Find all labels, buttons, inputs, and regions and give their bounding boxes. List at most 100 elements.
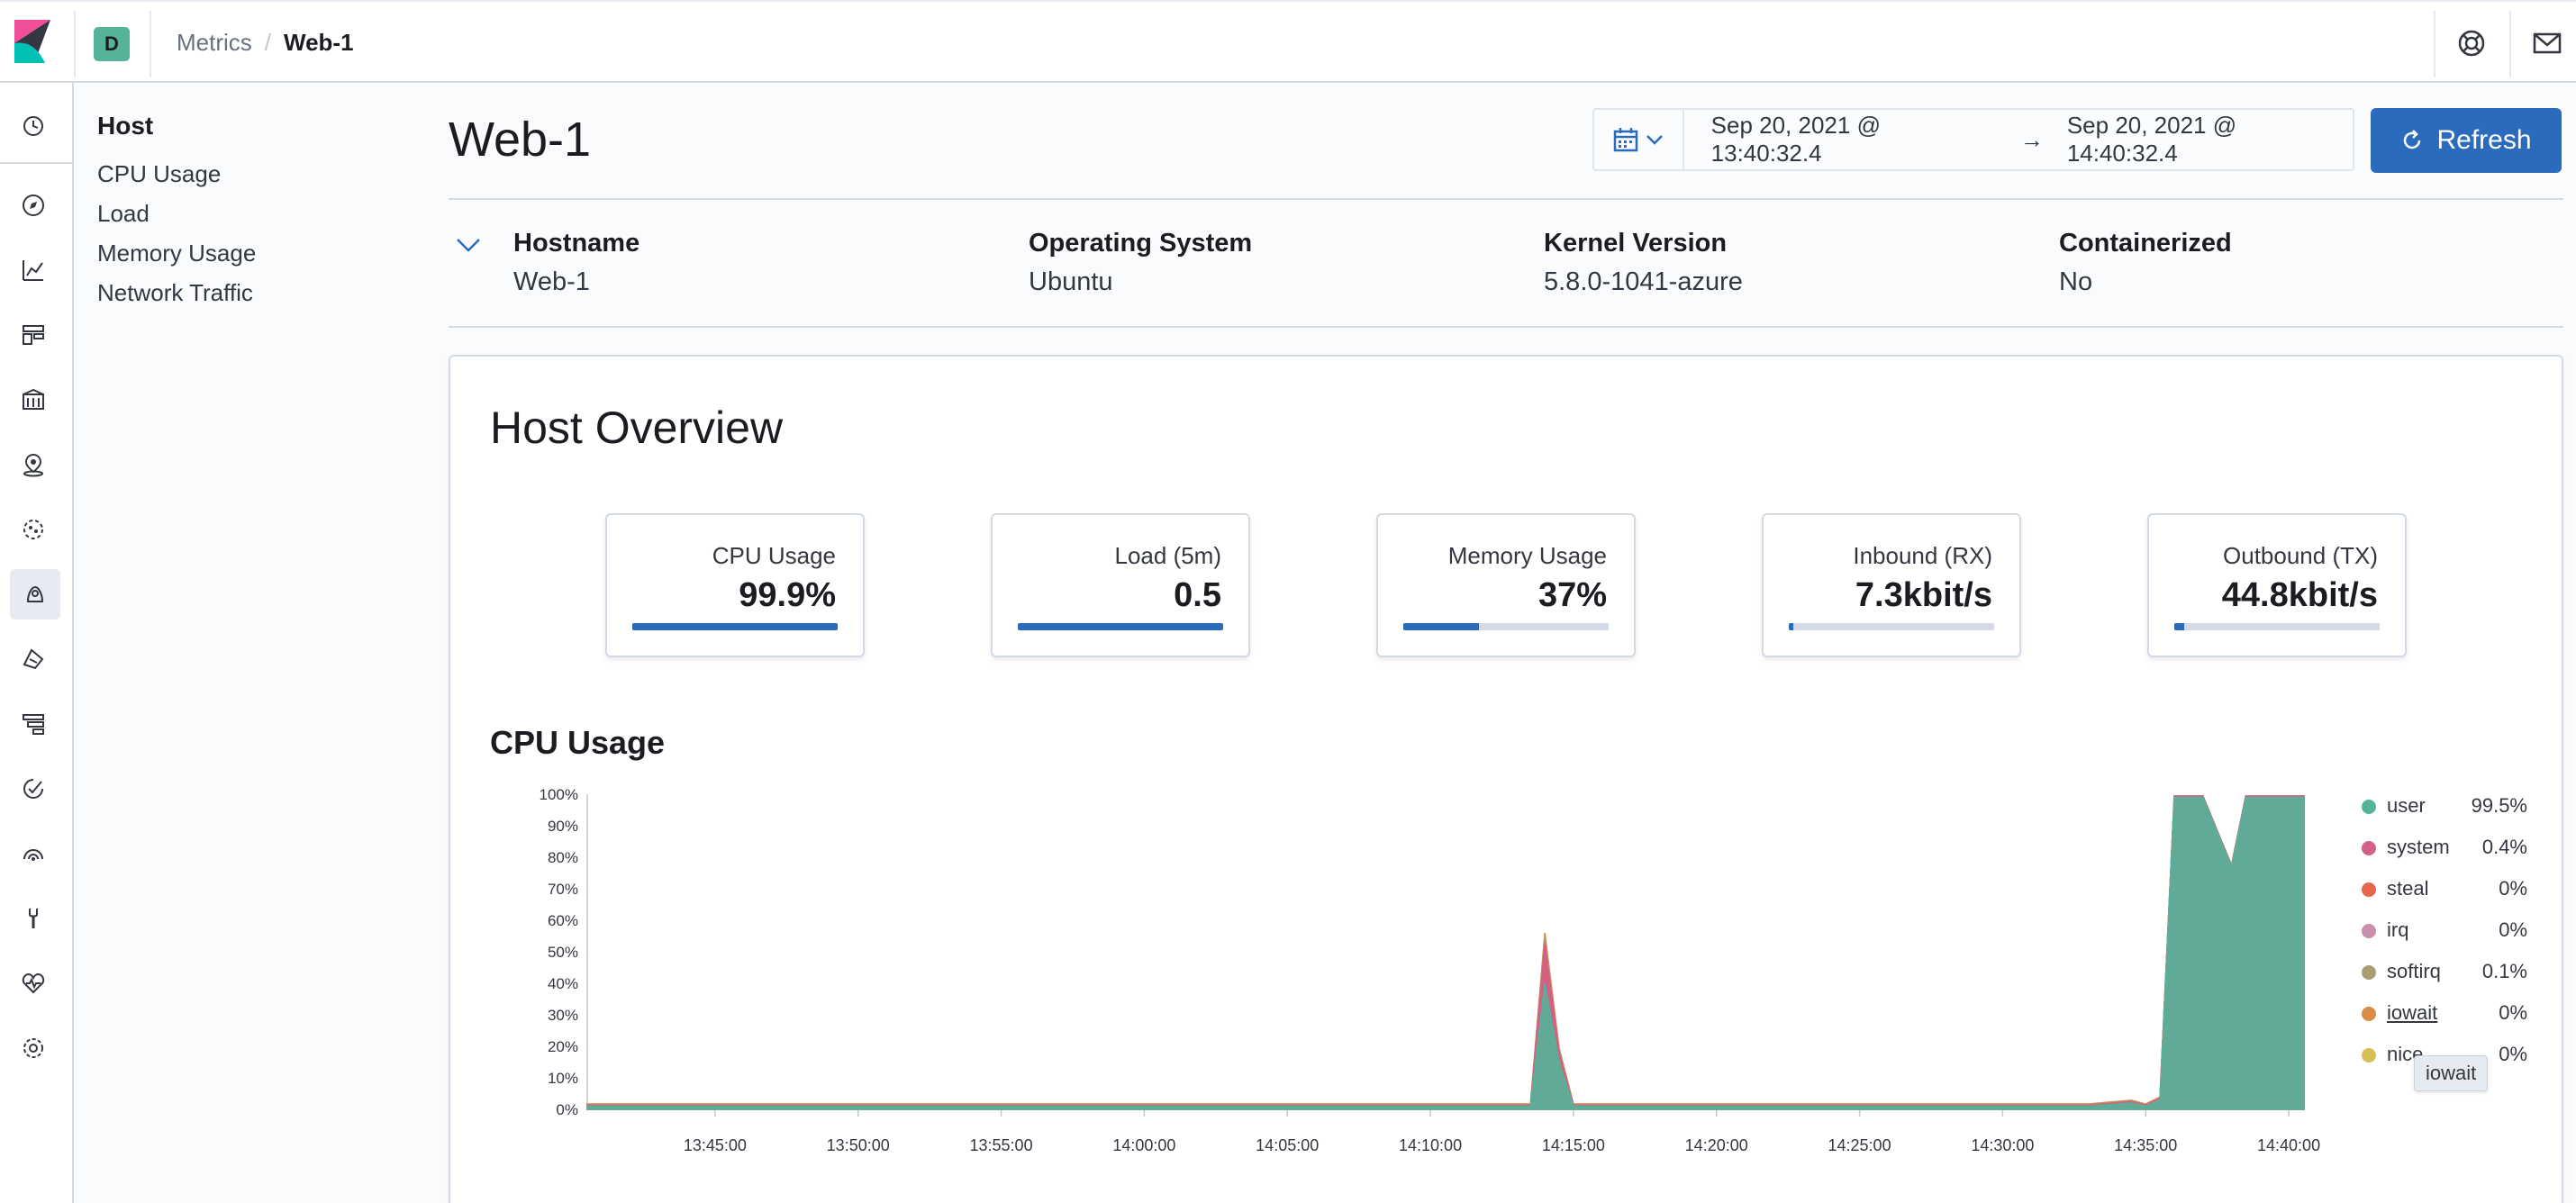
nav-management-button[interactable] xyxy=(15,1030,51,1066)
kibana-logo-icon[interactable] xyxy=(14,20,50,63)
chevron-down-icon[interactable] xyxy=(454,232,483,258)
end-date[interactable]: Sep 20, 2021 @ 14:40:32.4 xyxy=(2066,112,2237,167)
legend-value: 99.5% xyxy=(2471,794,2527,817)
nav-maps-button[interactable] xyxy=(15,447,51,483)
nav-logs-button[interactable] xyxy=(15,641,51,677)
kpi-label: Memory Usage xyxy=(1447,542,1607,569)
breadcrumb-metrics[interactable]: Metrics xyxy=(177,29,252,56)
header-divider xyxy=(2509,11,2511,77)
header-divider xyxy=(2434,11,2435,77)
chevron-down-icon xyxy=(1646,135,1663,145)
kpi-bar xyxy=(2174,623,2380,630)
kpi-outbound: Outbound (TX) 44.8kbit/s xyxy=(2147,513,2407,657)
nav-visualize-button[interactable] xyxy=(15,252,51,288)
legend-item-steal[interactable]: steal 0% xyxy=(2356,873,2527,915)
quick-select-button[interactable] xyxy=(1594,110,1684,169)
x-tick-label: 14:35:00 xyxy=(2114,1136,2177,1154)
legend-item-user[interactable]: user 99.5% xyxy=(2356,791,2527,832)
legend-label: system xyxy=(2387,836,2450,858)
apm-icon xyxy=(23,714,44,735)
legend-dot-icon xyxy=(2362,924,2376,938)
sidebar-item-load[interactable]: Load xyxy=(97,200,150,227)
y-tick-label: 10% xyxy=(548,1070,578,1087)
kpi-value: 37% xyxy=(1537,576,1607,614)
cpu-usage-chart[interactable]: 0% 10% 20% 30% 40% 50% 60% 70% 80% 90% 100% 13:45:0… xyxy=(486,780,2342,1176)
series-irq-area xyxy=(586,795,2305,1110)
divider xyxy=(449,326,2563,328)
refresh-button[interactable]: Refresh xyxy=(2371,108,2562,173)
kpi-bar-fill xyxy=(632,623,838,630)
meta-key: Operating System xyxy=(1029,229,1253,258)
help-icon[interactable] xyxy=(2455,27,2488,59)
kpi-value: 7.3kbit/s xyxy=(1855,576,1992,614)
legend-tooltip: iowait xyxy=(2414,1055,2489,1091)
kpi-label: Load (5m) xyxy=(1114,542,1222,569)
x-tick-label: 13:50:00 xyxy=(827,1136,890,1154)
kpi-bar xyxy=(1789,623,1994,630)
date-picker: Sep 20, 2021 @ 13:40:32.4 → Sep 20, 2021… xyxy=(1592,108,2354,171)
nav-compass-button[interactable] xyxy=(15,187,51,223)
y-tick-label: 70% xyxy=(548,881,578,898)
kpi-load: Load (5m) 0.5 xyxy=(991,513,1250,657)
section-title: Host Overview xyxy=(490,403,784,453)
mail-icon[interactable] xyxy=(2531,27,2563,59)
nav-dev-tools-button[interactable] xyxy=(15,900,51,936)
nav-siem-button[interactable] xyxy=(15,836,51,872)
uptime-icon xyxy=(23,779,43,799)
nav-clock-button[interactable] xyxy=(15,108,51,144)
monitoring-icon xyxy=(22,972,45,994)
sidebar-item-memory-usage[interactable]: Memory Usage xyxy=(97,240,257,267)
breadcrumb-current: Web-1 xyxy=(284,29,354,56)
kpi-memory-usage: Memory Usage 37% xyxy=(1376,513,1636,657)
legend-label: softirq xyxy=(2387,960,2441,982)
sidebar-item-cpu-usage[interactable]: CPU Usage xyxy=(97,160,222,187)
top-header: D Metrics / Web-1 xyxy=(0,0,2576,83)
side-nav xyxy=(0,83,74,1203)
kpi-label: Outbound (TX) xyxy=(2223,542,2378,569)
meta-value: 5.8.0-1041-azure xyxy=(1544,267,1743,296)
legend-dot-icon xyxy=(2362,1007,2376,1021)
start-date[interactable]: Sep 20, 2021 @ 13:40:32.4 xyxy=(1710,112,1881,167)
breadcrumb-separator: / xyxy=(264,29,272,56)
space-avatar[interactable]: D xyxy=(94,27,130,61)
siem-icon xyxy=(23,849,43,861)
canvas-icon xyxy=(23,388,44,410)
series-system-area xyxy=(586,795,2305,1110)
legend-item-nice[interactable]: nice 0% xyxy=(2356,1039,2527,1081)
nav-uptime-button[interactable] xyxy=(15,771,51,807)
legend-item-system[interactable]: system 0.4% xyxy=(2356,832,2527,873)
ml-icon xyxy=(23,520,43,539)
divider xyxy=(449,198,2563,200)
legend-item-softirq[interactable]: softirq 0.1% xyxy=(2356,956,2527,998)
sidebar-item-network-traffic[interactable]: Network Traffic xyxy=(97,279,253,306)
sidebar-title: Host xyxy=(97,112,154,140)
nav-monitoring-button[interactable] xyxy=(15,965,51,1001)
kpi-value: 0.5 xyxy=(1174,576,1221,614)
nav-metrics-button[interactable] xyxy=(10,569,60,620)
meta-value: No xyxy=(2059,267,2093,296)
x-tick-label: 14:15:00 xyxy=(1542,1136,1605,1154)
kpi-bar-fill xyxy=(2174,623,2185,630)
kpi-label: Inbound (RX) xyxy=(1853,542,1992,569)
kpi-bar-fill xyxy=(1789,623,1793,630)
page-title: Web-1 xyxy=(449,113,592,167)
dashboard-icon xyxy=(23,325,44,345)
kpi-inbound: Inbound (RX) 7.3kbit/s xyxy=(1762,513,2021,657)
nav-canvas-button[interactable] xyxy=(15,382,51,418)
legend-label: user xyxy=(2387,794,2426,817)
nav-dashboard-button[interactable] xyxy=(15,317,51,353)
legend-item-irq[interactable]: irq 0% xyxy=(2356,915,2527,956)
legend-value: 0% xyxy=(2499,1043,2527,1065)
legend-item-iowait[interactable]: iowait 0% xyxy=(2356,998,2527,1039)
legend-dot-icon xyxy=(2362,800,2376,814)
nav-apm-button[interactable] xyxy=(15,706,51,742)
legend-value: 0.4% xyxy=(2481,836,2527,858)
nav-ml-button[interactable] xyxy=(15,511,51,547)
legend-dot-icon xyxy=(2362,1048,2376,1063)
series-iowait-area xyxy=(586,795,2305,1110)
visualize-icon xyxy=(23,260,43,281)
logs-icon xyxy=(23,648,44,670)
calendar-icon xyxy=(1613,128,1638,152)
y-tick-label: 90% xyxy=(548,818,578,835)
metrics-icon xyxy=(26,585,44,602)
